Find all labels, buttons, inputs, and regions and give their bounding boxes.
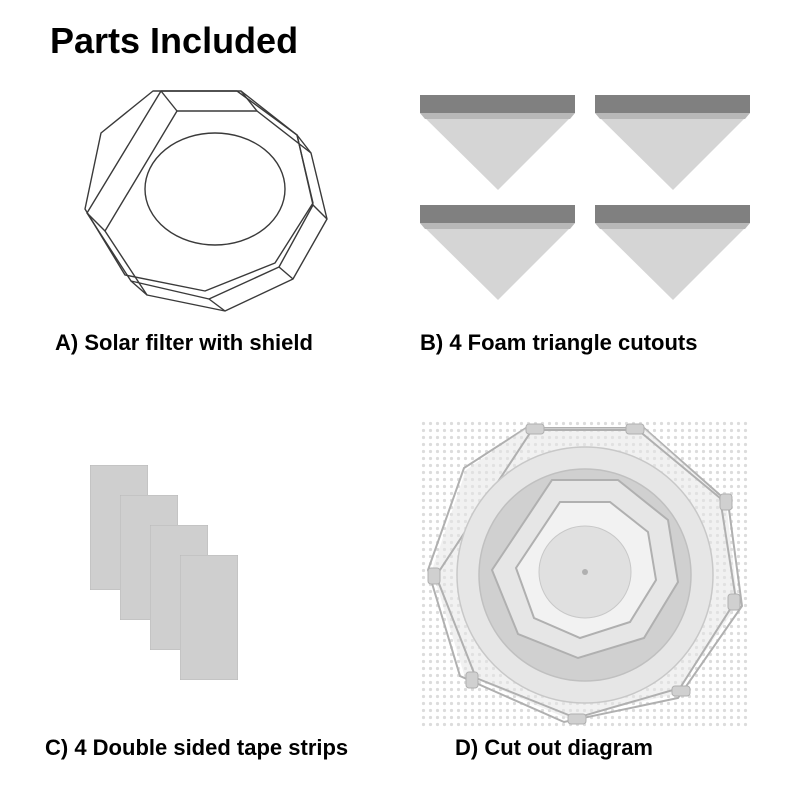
tape-strip-icon (180, 555, 238, 680)
cutout-diagram-icon (420, 420, 750, 730)
solar-filter-icon (65, 85, 345, 320)
part-d-label: D) Cut out diagram (455, 735, 653, 761)
part-c-label: C) 4 Double sided tape strips (45, 735, 348, 761)
page-title: Parts Included (50, 20, 298, 62)
foam-triangle-icon (595, 205, 750, 300)
part-a-label: A) Solar filter with shield (55, 330, 313, 356)
foam-triangle-icon (420, 205, 575, 300)
foam-triangle-icon (420, 95, 575, 190)
part-a-figure (65, 85, 375, 325)
part-b-label: B) 4 Foam triangle cutouts (420, 330, 697, 356)
part-d-figure (420, 420, 750, 730)
foam-triangle-icon (595, 95, 750, 190)
